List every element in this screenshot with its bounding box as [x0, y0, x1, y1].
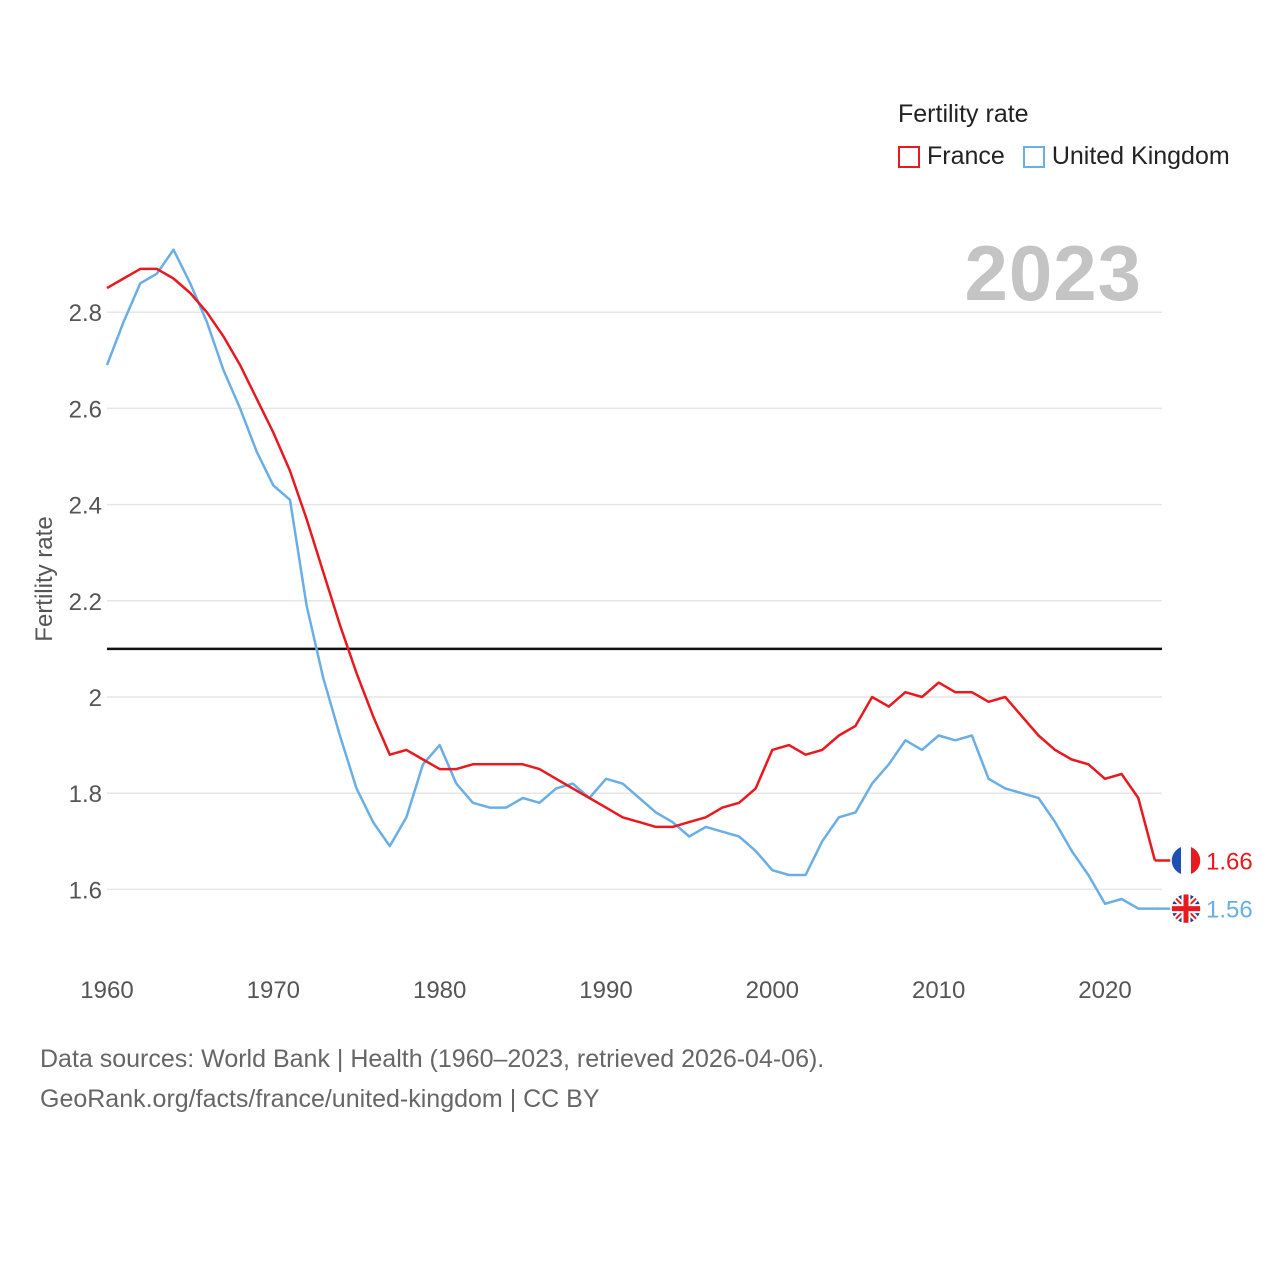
credit-text[interactable]: GeoRank.org/facts/france/united-kingdom … [40, 1085, 600, 1113]
legend-swatch-france [898, 145, 920, 168]
gridlines [107, 311, 1162, 891]
legend-label-united-kingdom: United Kingdom [1051, 142, 1230, 170]
x-tick-label: 1970 [247, 977, 300, 1004]
legend-swatch-united-kingdom [1022, 145, 1045, 168]
y-tick-label: 2.8 [69, 300, 102, 327]
y-tick-label: 1.6 [69, 877, 102, 904]
uk-flag-icon [1170, 892, 1202, 925]
y-axis-ticks: 1.6 1.8 2 2.2 2.4 2.6 2.8 [69, 300, 102, 904]
legend: France United Kingdom [898, 142, 1248, 171]
legend-item-united-kingdom[interactable]: United Kingdom [1022, 142, 1230, 171]
x-tick-label: 2000 [746, 977, 799, 1004]
end-value-label-france: 1.66 [1206, 849, 1253, 876]
x-tick-label: 1980 [413, 977, 466, 1004]
x-tick-label: 1990 [579, 977, 632, 1004]
series-end-markers: 1.66 1.56 [1154, 844, 1253, 925]
series-lines [105, 248, 1157, 910]
y-tick-label: 2.2 [69, 589, 102, 616]
y-tick-label: 2.6 [69, 396, 102, 423]
x-tick-label: 2010 [912, 977, 965, 1004]
legend-label-france: France [927, 142, 1005, 170]
end-value-label-united-kingdom: 1.56 [1206, 897, 1253, 924]
legend-title: Fertility rate [898, 100, 1029, 128]
series-line-united-kingdom [105, 248, 1155, 910]
y-tick-label: 1.8 [69, 781, 102, 808]
x-tick-label: 1960 [80, 977, 133, 1004]
x-axis-ticks: 1960 1970 1980 1990 2000 2010 2020 [80, 977, 1131, 1004]
y-tick-label: 2.4 [69, 493, 102, 520]
y-axis-label: Fertility rate [31, 516, 58, 642]
series-line-france [106, 267, 1157, 861]
data-source-text: Data sources: World Bank | Health (1960–… [40, 1045, 825, 1073]
legend-item-france[interactable]: France [898, 142, 1005, 171]
current-year-label: 2023 [964, 229, 1142, 317]
y-tick-label: 2 [89, 685, 102, 712]
x-tick-label: 2020 [1078, 977, 1131, 1004]
france-flag-icon [1170, 844, 1202, 877]
